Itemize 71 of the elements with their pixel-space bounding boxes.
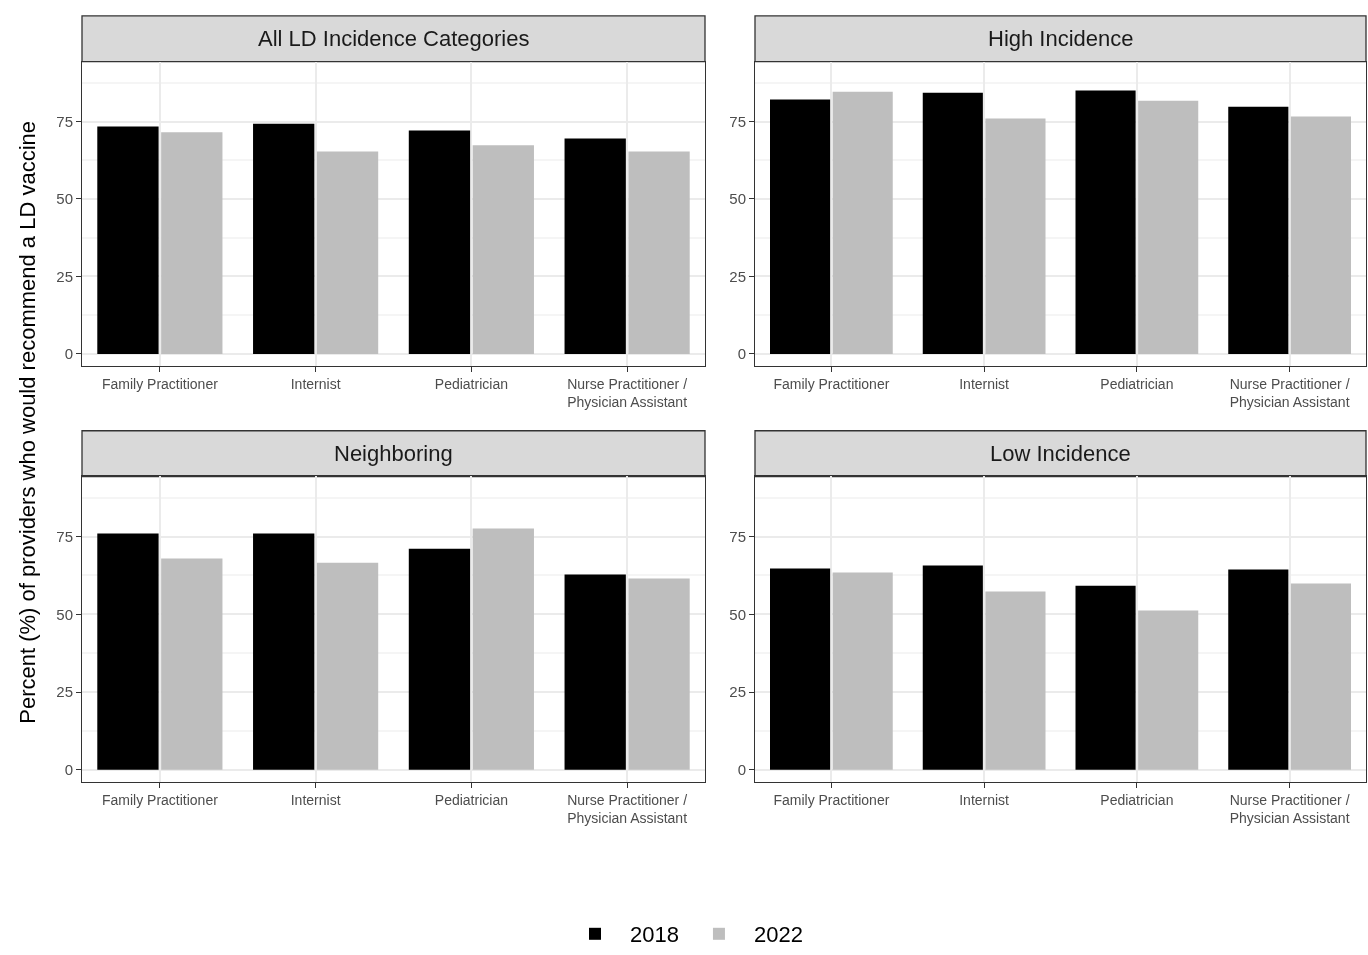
- chart-title: All LD Incidence Categories: [258, 26, 530, 51]
- x-tick-label: Pediatrician: [1100, 791, 1174, 808]
- y-tick-label: 75: [729, 527, 746, 545]
- y-tick-label: 0: [64, 345, 73, 363]
- x-tick-label: Internist: [290, 375, 341, 392]
- chart-title: Neighboring: [334, 441, 453, 466]
- bar: [1228, 106, 1289, 354]
- bar: [770, 568, 831, 770]
- bar: [161, 132, 223, 354]
- x-tick-label: Internist: [959, 791, 1010, 808]
- x-tick-label: Pediatrician: [434, 375, 508, 392]
- x-tick-label: Family Practitioner: [773, 375, 890, 392]
- y-tick-label: 50: [56, 190, 73, 208]
- bar: [472, 145, 534, 354]
- bar: [985, 591, 1046, 770]
- bar: [1075, 90, 1136, 354]
- x-tick-label: Nurse Practitioner / Physician Assistant: [567, 375, 688, 411]
- bar: [985, 118, 1046, 354]
- x-tick-label: Pediatrician: [434, 791, 508, 808]
- bar: [770, 99, 831, 354]
- bar: [922, 92, 983, 354]
- chart-title: Low Incidence: [990, 441, 1131, 466]
- bar: [1138, 610, 1199, 770]
- bar: [472, 528, 534, 770]
- bar: [316, 562, 379, 770]
- bar: [628, 578, 690, 770]
- y-tick-label: 50: [56, 605, 73, 623]
- legend-label: 2018: [630, 922, 679, 948]
- x-tick-label: Family Practitioner: [773, 791, 890, 808]
- bar: [1290, 583, 1351, 770]
- x-tick-label: Family Practitioner: [101, 791, 219, 808]
- bar: [922, 565, 983, 770]
- y-tick-label: 25: [56, 267, 73, 285]
- y-tick-label: 25: [729, 267, 746, 285]
- x-tick-label: Nurse Practitioner / Physician Assistant: [1229, 375, 1350, 411]
- legend-label: 2022: [753, 922, 803, 948]
- y-tick-label: 75: [56, 527, 73, 545]
- bar: [1138, 100, 1199, 354]
- y-tick-label: 0: [64, 761, 73, 778]
- x-tick-label: Internist: [290, 791, 341, 808]
- bar: [408, 130, 471, 354]
- x-tick-label: Nurse Practitioner / Physician Assistant: [567, 791, 688, 826]
- y-tick-label: 75: [729, 112, 746, 130]
- bar: [253, 533, 315, 770]
- bar: [97, 126, 159, 354]
- bar: [161, 558, 223, 770]
- y-tick-label: 0: [737, 345, 746, 363]
- bar: [1228, 569, 1289, 770]
- bar: [1075, 585, 1136, 770]
- x-tick-label: Nurse Practitioner / Physician Assistant: [1229, 791, 1350, 826]
- y-axis-title: Percent (%) of providers who would recommend a LD vaccine: [15, 120, 41, 724]
- bar: [564, 138, 626, 354]
- bar: [628, 151, 690, 354]
- y-tick-label: 25: [56, 683, 73, 701]
- x-tick-label: Family Practitioner: [101, 375, 219, 392]
- bar: [832, 91, 893, 354]
- bar: [1290, 116, 1351, 354]
- x-tick-label: Pediatrician: [1100, 375, 1174, 392]
- bar: [408, 548, 471, 770]
- bar: [832, 572, 893, 770]
- y-tick-label: 25: [729, 683, 746, 701]
- chart-title: High Incidence: [988, 26, 1134, 51]
- bar: [564, 574, 626, 770]
- bar: [253, 123, 315, 354]
- x-tick-label: Internist: [959, 375, 1010, 392]
- y-tick-label: 50: [729, 190, 746, 208]
- y-tick-label: 50: [729, 605, 746, 623]
- y-tick-label: 75: [56, 112, 73, 130]
- bar: [316, 151, 379, 354]
- y-tick-label: 0: [737, 761, 746, 778]
- bar: [97, 533, 159, 770]
